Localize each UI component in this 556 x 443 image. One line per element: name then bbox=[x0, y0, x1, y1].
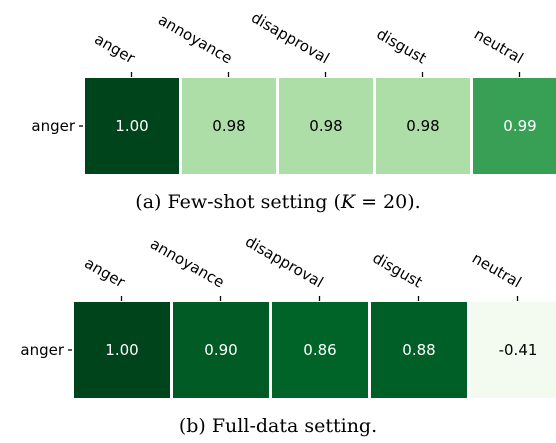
heatmap-a-cells: 1.00 0.98 0.98 0.98 0.99 bbox=[85, 78, 556, 174]
caption-a-prefix: (a) Few-shot setting ( bbox=[135, 191, 341, 213]
heatmap-b-column-labels: anger annoyance disapproval disgust neutral bbox=[81, 232, 524, 291]
heatmap-a-value-label: 0.98 bbox=[309, 117, 342, 135]
heatmap-a-cell bbox=[182, 78, 276, 174]
heatmap-b-cell bbox=[272, 302, 368, 398]
heatmap-b-cell bbox=[173, 302, 269, 398]
heatmap-a-cell bbox=[85, 78, 179, 174]
heatmap-b-column-label: anger bbox=[81, 254, 128, 292]
heatmap-b-value-label: 0.86 bbox=[303, 341, 336, 359]
heatmap-a-value-label: 0.99 bbox=[503, 117, 536, 135]
heatmap-a-column-label: annoyance bbox=[155, 11, 235, 68]
heatmap-b-column-label: annoyance bbox=[147, 235, 227, 292]
heatmap-b-column-label: disgust bbox=[369, 249, 425, 292]
heatmap-b-cells: 1.00 0.90 0.86 0.88 -0.41 bbox=[74, 302, 556, 398]
heatmap-a-ticks bbox=[79, 72, 521, 127]
heatmap-b-value-label: -0.41 bbox=[499, 341, 538, 359]
heatmap-a-row-label: anger bbox=[31, 117, 75, 135]
heatmap-a-cell bbox=[473, 78, 556, 174]
heatmap-b-value-label: 1.00 bbox=[105, 341, 138, 359]
heatmap-panel-b: 1.00 0.90 0.86 0.88 -0.41 anger annoyance disa… bbox=[20, 232, 556, 437]
heatmap-b-column-label: disapproval bbox=[242, 232, 326, 291]
heatmap-b-column-label: neutral bbox=[469, 249, 524, 291]
caption-b: (b) Full-data setting. bbox=[179, 415, 377, 437]
heatmap-b-value-label: 0.88 bbox=[402, 341, 435, 359]
heatmap-b-cell bbox=[74, 302, 170, 398]
heatmap-a-value-label: 1.00 bbox=[115, 117, 148, 135]
heatmap-b-value-label: 0.90 bbox=[204, 341, 237, 359]
heatmap-panel-a: 1.00 0.98 0.98 0.98 0.99 anger annoyance disap… bbox=[31, 8, 556, 213]
heatmap-b-row-label: anger bbox=[20, 341, 64, 359]
heatmap-a-value-label: 0.98 bbox=[212, 117, 245, 135]
heatmap-b-cell bbox=[470, 302, 556, 398]
heatmap-b-ticks bbox=[68, 296, 519, 351]
heatmap-a-column-label: anger bbox=[91, 30, 138, 68]
caption-a: (a) Few-shot setting (K = 20). bbox=[135, 191, 420, 213]
caption-a-math-rest: = 20). bbox=[355, 191, 421, 213]
heatmap-a-column-label: neutral bbox=[471, 25, 526, 67]
heatmap-a-cell bbox=[279, 78, 373, 174]
heatmap-a-cell bbox=[376, 78, 470, 174]
heatmap-a-column-label: disapproval bbox=[248, 8, 332, 67]
heatmap-a-column-label: disgust bbox=[373, 25, 429, 68]
heatmap-b-cell bbox=[371, 302, 467, 398]
heatmap-a-column-labels: anger annoyance disapproval disgust neutral bbox=[91, 8, 526, 67]
heatmap-a-value-label: 0.98 bbox=[406, 117, 439, 135]
caption-b-prefix: (b) Full-data setting. bbox=[179, 415, 377, 437]
caption-a-math-var: K bbox=[340, 191, 357, 213]
